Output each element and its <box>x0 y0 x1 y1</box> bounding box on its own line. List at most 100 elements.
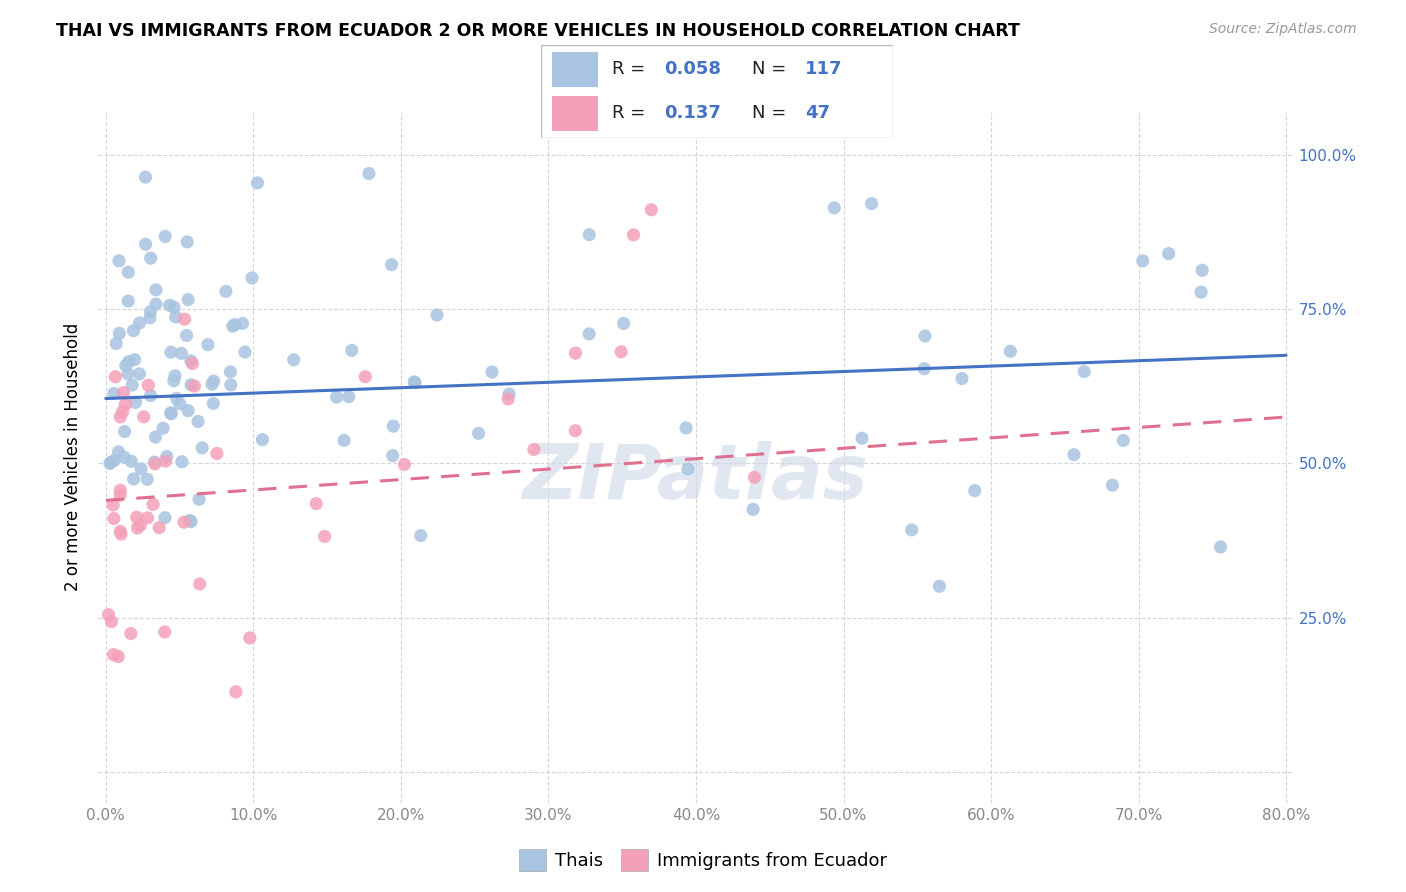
Point <box>159 298 181 312</box>
Point <box>404 376 426 390</box>
Y-axis label: 2 or more Vehicles in Household: 2 or more Vehicles in Household <box>65 323 83 591</box>
Point <box>676 462 699 476</box>
Point <box>128 367 150 381</box>
Point <box>103 386 125 401</box>
Text: 47: 47 <box>806 104 830 122</box>
Point <box>180 377 202 392</box>
Point <box>239 631 262 645</box>
Point <box>252 433 274 447</box>
Point <box>117 367 139 381</box>
Text: 0.137: 0.137 <box>665 104 721 122</box>
Point <box>215 285 238 299</box>
Point <box>523 442 546 457</box>
Point <box>675 421 697 435</box>
Point <box>382 419 405 434</box>
FancyBboxPatch shape <box>551 96 598 131</box>
Point <box>163 301 186 315</box>
Point <box>139 304 162 318</box>
Point <box>481 365 503 379</box>
Point <box>114 425 136 439</box>
Point <box>246 176 269 190</box>
Point <box>179 513 201 527</box>
FancyBboxPatch shape <box>541 45 893 138</box>
Point <box>1209 540 1232 554</box>
Point <box>744 470 766 484</box>
Text: Source: ZipAtlas.com: Source: ZipAtlas.com <box>1209 22 1357 37</box>
Text: THAI VS IMMIGRANTS FROM ECUADOR 2 OR MORE VEHICLES IN HOUSEHOLD CORRELATION CHAR: THAI VS IMMIGRANTS FROM ECUADOR 2 OR MOR… <box>56 22 1021 40</box>
Point <box>578 227 600 242</box>
Point <box>357 167 380 181</box>
Point <box>114 397 136 411</box>
Point <box>1101 478 1123 492</box>
Point <box>120 626 142 640</box>
Point <box>163 374 186 388</box>
Point <box>165 310 187 324</box>
Point <box>205 446 228 460</box>
FancyBboxPatch shape <box>551 52 598 87</box>
Point <box>155 454 177 468</box>
Point <box>110 483 132 498</box>
Point <box>219 378 242 392</box>
Point <box>136 378 159 392</box>
Point <box>354 369 377 384</box>
Point <box>129 518 152 533</box>
Point <box>564 424 586 438</box>
Text: R =: R = <box>612 104 657 122</box>
Point <box>110 527 132 541</box>
Point <box>170 455 193 469</box>
Point <box>325 390 347 404</box>
Point <box>467 426 489 441</box>
Point <box>107 445 129 459</box>
Point <box>134 170 156 185</box>
Point <box>928 579 950 593</box>
Point <box>191 441 214 455</box>
Point <box>496 392 519 406</box>
Point <box>122 472 145 486</box>
Point <box>153 510 176 524</box>
Point <box>640 202 662 217</box>
Point <box>381 449 404 463</box>
Point <box>404 375 426 389</box>
Point <box>100 615 122 629</box>
Point <box>145 297 167 311</box>
Point <box>613 317 636 331</box>
Point <box>163 368 186 383</box>
Point <box>173 515 195 529</box>
Point <box>1112 434 1135 448</box>
Point <box>240 271 263 285</box>
Point <box>314 529 336 543</box>
Point <box>142 497 165 511</box>
Point <box>1073 365 1095 379</box>
Point <box>183 379 205 393</box>
Point <box>114 359 136 373</box>
Point <box>108 326 131 341</box>
Point <box>340 343 363 358</box>
Point <box>283 352 305 367</box>
Point <box>623 227 645 242</box>
Point <box>103 648 125 662</box>
Point <box>143 455 166 469</box>
Point <box>110 409 132 424</box>
Point <box>1000 344 1022 359</box>
Point <box>202 374 225 388</box>
Point <box>104 369 127 384</box>
Point <box>188 492 211 507</box>
Point <box>498 387 520 401</box>
Point <box>742 502 765 516</box>
Point <box>103 453 125 467</box>
Point <box>564 346 586 360</box>
Point <box>129 462 152 476</box>
Point <box>139 388 162 402</box>
Point <box>153 624 176 639</box>
Point <box>160 407 183 421</box>
Point <box>111 404 134 418</box>
Point <box>128 316 150 330</box>
Point <box>101 498 124 512</box>
Point <box>122 324 145 338</box>
Point <box>610 344 633 359</box>
Point <box>112 450 135 464</box>
Point <box>305 497 328 511</box>
Point <box>333 434 356 448</box>
Point <box>117 265 139 279</box>
Point <box>143 457 166 471</box>
